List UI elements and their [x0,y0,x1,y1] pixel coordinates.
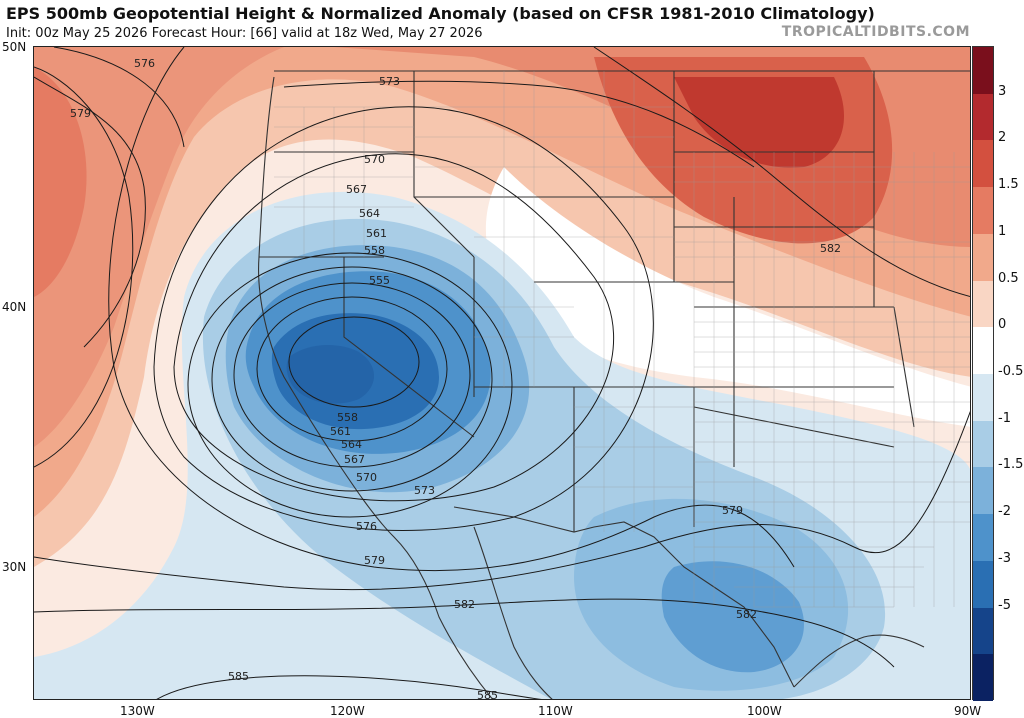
map-title: EPS 500mb Geopotential Height & Normaliz… [6,4,875,23]
anomaly-cool-2-south [661,561,804,673]
contour-567 [187,252,513,518]
contour-label: 570 [364,153,385,166]
contour-label: 555 [369,274,390,287]
contour-label: 561 [330,425,351,438]
colorbar-segment [973,327,993,375]
county-grid-h [674,166,970,608]
contour-label: 567 [346,183,367,196]
contour-label: 585 [228,670,249,683]
map-panel: 576 579 573 570 567 564 561 558 555 558 … [33,46,971,700]
contour-label: 579 [364,554,385,567]
lat-label-30n: 30N [2,560,27,574]
lon-label-100w: 100W [747,704,782,718]
colorbar-segment [973,607,993,655]
lon-label-90w: 90W [954,704,982,718]
contour-label: 564 [341,438,362,451]
height-contours [34,47,970,699]
colorbar-segment [973,654,993,702]
colorbar-label: -0.5 [998,364,1024,379]
contour-label: 573 [379,75,400,88]
anomaly-warm-15-west [34,47,284,447]
colorbar-label: -5 [998,597,1011,613]
colorbar-label: 0 [998,317,1007,333]
neutral-zone [485,167,970,427]
contour-label: 558 [337,411,358,424]
contour-label: 582 [736,608,757,621]
colorbar-segment [973,187,993,235]
watermark: TROPICALTIDBITS.COM [781,24,970,40]
colorbar-segment [973,233,993,281]
contour-label: 564 [359,207,380,220]
contour-573-north [283,80,755,168]
colorbar-segment [973,467,993,515]
county-grid [274,71,970,608]
contour-582-south [34,598,895,668]
lat-label-40n: 40N [2,300,27,314]
colorbar-label: 3 [998,83,1007,99]
lon-label-110w: 110W [538,704,573,718]
contour-label: 570 [356,471,377,484]
contour-561 [233,282,471,468]
colorbar-segment [973,93,993,141]
colorbar [972,46,994,702]
contour-582-north [593,47,970,297]
contour-585 [156,675,542,699]
colorbar-label: -3 [998,550,1011,566]
lon-label-130w: 130W [120,704,155,718]
mexico-border [453,506,795,688]
lat-label-50n: 50N [2,40,27,54]
contour-label: 579 [70,107,91,120]
positive-anomaly-shading [34,47,970,567]
contour-label: 561 [366,227,387,240]
contour-579 [34,66,970,591]
colorbar-segment [973,374,993,421]
contour-label: 573 [414,484,435,497]
colorbar-segment [973,560,993,608]
colorbar-segment [973,280,993,328]
contour-576-west [53,47,185,148]
contour-555 [288,316,420,408]
colorbar-label: -1 [998,410,1011,426]
county-grid-v [693,152,955,607]
contour-label: 582 [820,242,841,255]
lon-label-120w: 120W [330,704,365,718]
contour-573 [153,106,654,531]
map-svg: 576 579 573 570 567 564 561 558 555 558 … [34,47,970,700]
baja-peninsula-east [473,526,553,699]
neutral-band [485,167,970,427]
colorbar-label: -1.5 [998,457,1024,473]
anomaly-warm-west-2 [34,67,87,297]
colorbar-segment [973,514,993,562]
map-subtitle: Init: 00z May 25 2026 Forecast Hour: [66… [6,26,483,41]
contour-label: 582 [454,598,475,611]
contour-label: 576 [134,57,155,70]
anomaly-cool-3-core [286,345,374,404]
west-coast [258,76,494,699]
county-grid-west [274,71,694,532]
contour-label: 558 [364,244,385,257]
contour-564 [211,266,493,492]
contour-label: 585 [477,689,498,700]
colorbar-segment [973,420,993,468]
contour-558 [256,296,448,442]
colorbar-label: -2 [998,504,1011,520]
contour-label: 567 [344,453,365,466]
contour-579-west [34,76,146,348]
gulf-coast [793,634,925,688]
colorbar-label: 1.5 [998,177,1019,193]
contour-label: 579 [722,504,743,517]
anomaly-warm-3 [674,77,844,168]
contour-576 [108,47,795,572]
contour-570 [173,153,615,502]
colorbar-label: 0.5 [998,270,1019,286]
colorbar-segment [973,47,993,94]
contour-labels: 576 579 573 570 567 564 561 558 555 558 … [70,57,841,700]
contour-label: 576 [356,520,377,533]
colorbar-label: 2 [998,130,1007,146]
colorbar-label: 1 [998,223,1007,239]
colorbar-segment [973,140,993,188]
